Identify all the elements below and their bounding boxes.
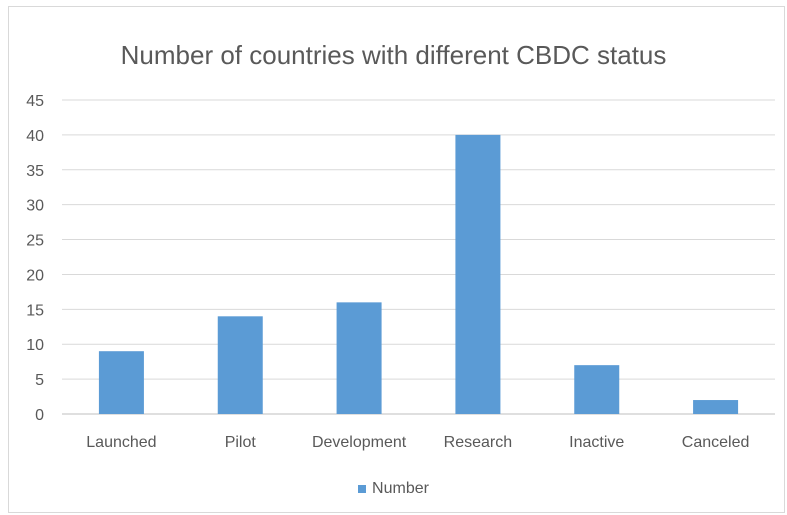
bars <box>98 134 739 414</box>
y-tick-label: 0 <box>35 407 44 424</box>
gridlines <box>62 99 775 415</box>
x-tick-label: Development <box>312 434 407 451</box>
legend-swatch <box>358 484 367 493</box>
y-tick-label: 25 <box>26 233 44 250</box>
y-tick-label: 30 <box>26 198 44 215</box>
bar-development <box>336 302 382 414</box>
x-axis-ticks: Launched Pilot Development Research Inactive… <box>86 434 749 451</box>
y-tick-label: 15 <box>26 302 44 319</box>
y-tick-label: 40 <box>26 128 44 145</box>
chart-frame <box>8 6 785 513</box>
x-tick-label: Launched <box>86 434 156 451</box>
bar-inactive <box>574 365 620 414</box>
x-tick-label: Inactive <box>569 434 624 451</box>
y-tick-label: 20 <box>26 267 44 284</box>
bar-research <box>455 134 501 414</box>
x-tick-label: Pilot <box>225 434 257 451</box>
chart-title: Number of countries with different CBDC … <box>120 40 667 70</box>
y-tick-label: 35 <box>26 163 44 180</box>
y-tick-label: 45 <box>26 93 44 110</box>
y-tick-label: 10 <box>26 337 44 354</box>
legend: Number <box>0 480 787 498</box>
bar-launched <box>98 351 144 414</box>
bar-canceled <box>693 400 739 414</box>
y-axis-ticks: 0 5 10 15 20 25 30 35 40 45 <box>26 93 44 424</box>
y-tick-label: 5 <box>35 372 44 389</box>
bar-pilot <box>217 316 263 414</box>
x-tick-label: Canceled <box>682 434 750 451</box>
x-tick-label: Research <box>444 434 512 451</box>
legend-label: Number <box>372 480 429 497</box>
